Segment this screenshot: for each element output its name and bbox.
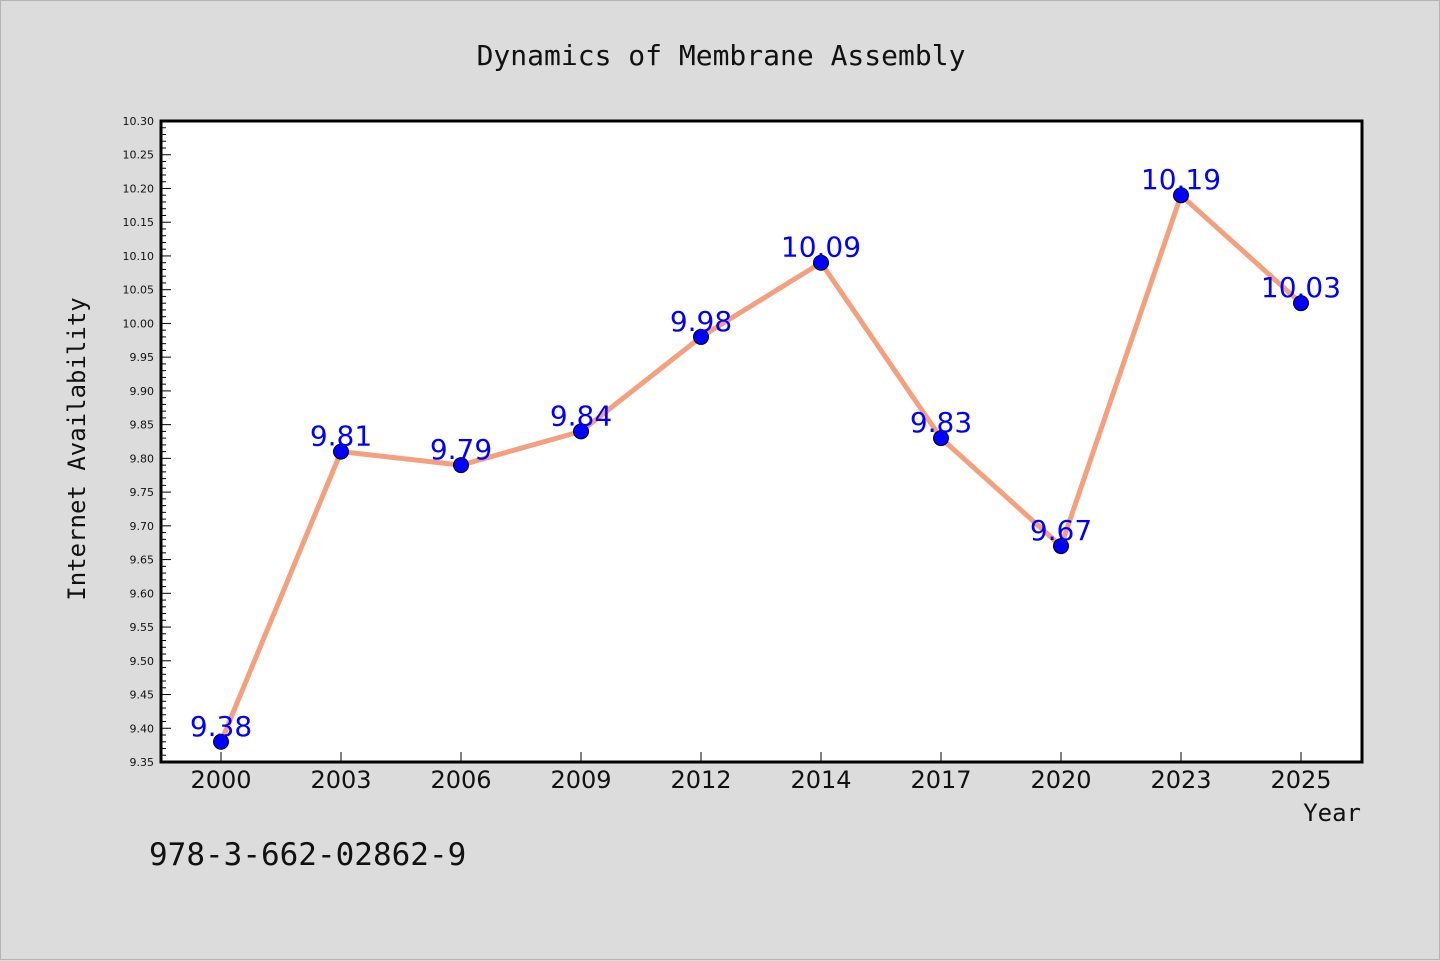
y-tick-label: 9.55 [130,621,155,634]
y-tick-label: 9.75 [130,486,155,499]
chart-title: Dynamics of Membrane Assembly [477,39,966,72]
x-tick-label: 2017 [910,766,971,794]
y-tick-label: 10.05 [123,284,155,297]
data-label: 9.79 [430,433,492,466]
y-axis: 9.35 9.40 9.45 9.50 9.55 9.60 9.65 9.70 9.75 9.80… [123,115,171,769]
y-tick-label: 10.15 [123,216,155,229]
x-tick-label: 2025 [1270,766,1331,794]
x-axis: 2000 2003 2006 2009 2012 2014 2017 2020 2023 2025 [190,752,1332,794]
data-label: 9.38 [190,710,252,743]
x-tick-label: 2012 [670,766,731,794]
isbn-annotation: 978-3-662-02862-9 [149,837,466,873]
y-axis-label: Internet Availability [63,297,91,600]
data-label: 9.84 [550,399,612,432]
y-tick-label: 9.90 [130,385,155,398]
y-tick-label: 10.00 [123,317,155,330]
y-tick-label: 9.60 [130,587,155,600]
marker-group [213,187,1309,750]
y-tick-label: 10.30 [123,115,155,128]
data-point-marker [693,328,709,345]
data-label: 10.09 [781,231,861,264]
data-point-marker [573,423,589,440]
data-point-marker [1293,295,1309,312]
y-tick-label: 9.65 [130,554,155,567]
series-line [218,192,1304,745]
x-tick-label: 2020 [1030,766,1091,794]
x-tick-label: 2003 [310,766,371,794]
y-tick-label: 10.20 [123,182,155,195]
data-point-marker [213,733,229,750]
plot-area [159,119,1364,764]
y-tick-label: 10.25 [123,149,155,162]
y-tick-label: 9.70 [130,520,155,533]
data-point-marker [453,457,469,474]
y-tick-label: 9.95 [130,351,155,364]
data-label: 9.81 [310,420,372,453]
data-label-group: 9.38 9.81 9.79 9.84 9.98 10.09 9.83 9.67 10.19 10… [190,163,1341,743]
x-tick-label: 2006 [430,766,491,794]
data-point-marker [813,254,829,271]
x-tick-label: 2000 [190,766,251,794]
x-tick-label: 2009 [550,766,611,794]
data-point-marker [1053,538,1069,555]
data-label: 9.83 [910,406,972,439]
y-tick-label: 9.50 [130,655,155,668]
data-point-marker [333,443,349,460]
y-tick-label: 9.85 [130,419,155,432]
data-point-marker [933,430,949,447]
x-axis-label: Year [1303,799,1361,827]
y-tick-label: 10.10 [123,250,155,263]
data-label: 10.03 [1261,271,1341,304]
data-label: 9.67 [1030,514,1092,547]
y-tick-label: 9.80 [130,452,155,465]
y-tick-label: 9.45 [130,689,155,702]
data-label: 9.98 [670,305,732,338]
y-tick-label: 9.40 [130,722,155,735]
data-point-marker [1173,187,1189,204]
data-label: 10.19 [1141,163,1221,196]
y-tick-label: 9.35 [130,756,155,769]
series-line-group [218,192,1304,745]
x-tick-label: 2014 [790,766,851,794]
x-tick-label: 2023 [1150,766,1211,794]
